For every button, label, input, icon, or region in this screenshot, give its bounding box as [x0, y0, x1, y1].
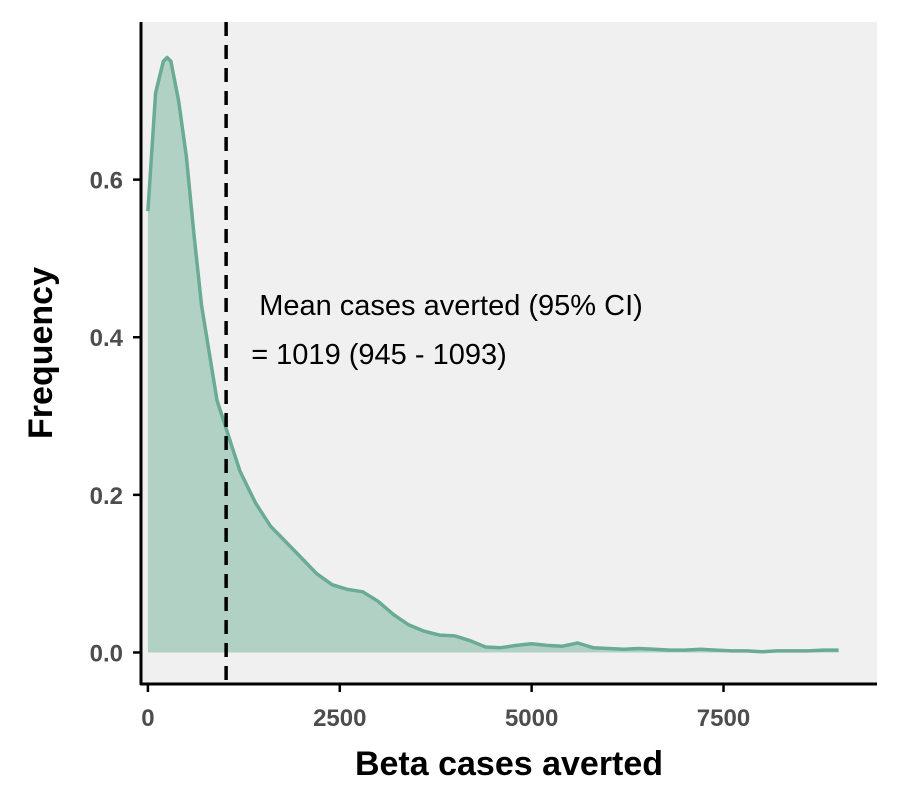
annotation-line-2: = 1019 (945 - 1093): [251, 339, 507, 371]
density-area-layer: [147, 57, 839, 653]
y-tick-label: 0.0: [90, 640, 123, 667]
density-curve: [146, 55, 839, 654]
density-curve-layer: [146, 55, 839, 654]
x-tick-label: 5000: [505, 705, 558, 732]
y-axis-ticks: 0.0 0.2 0.4 0.6: [90, 168, 141, 667]
y-tick-label: 0.6: [90, 168, 123, 195]
x-tick-label: 7500: [697, 705, 750, 732]
density-area: [147, 57, 839, 653]
x-tick-label: 2500: [313, 705, 366, 732]
y-axis-title: Frequency: [22, 267, 60, 439]
y-tick-label: 0.2: [90, 483, 123, 510]
x-axis-ticks: 0 2500 5000 7500: [141, 684, 750, 732]
x-tick-label: 0: [141, 705, 154, 732]
y-tick-label: 0.4: [90, 325, 124, 352]
x-axis-title: Beta cases averted: [355, 745, 663, 783]
annotation-line-1: Mean cases averted (95% CI): [259, 290, 643, 322]
